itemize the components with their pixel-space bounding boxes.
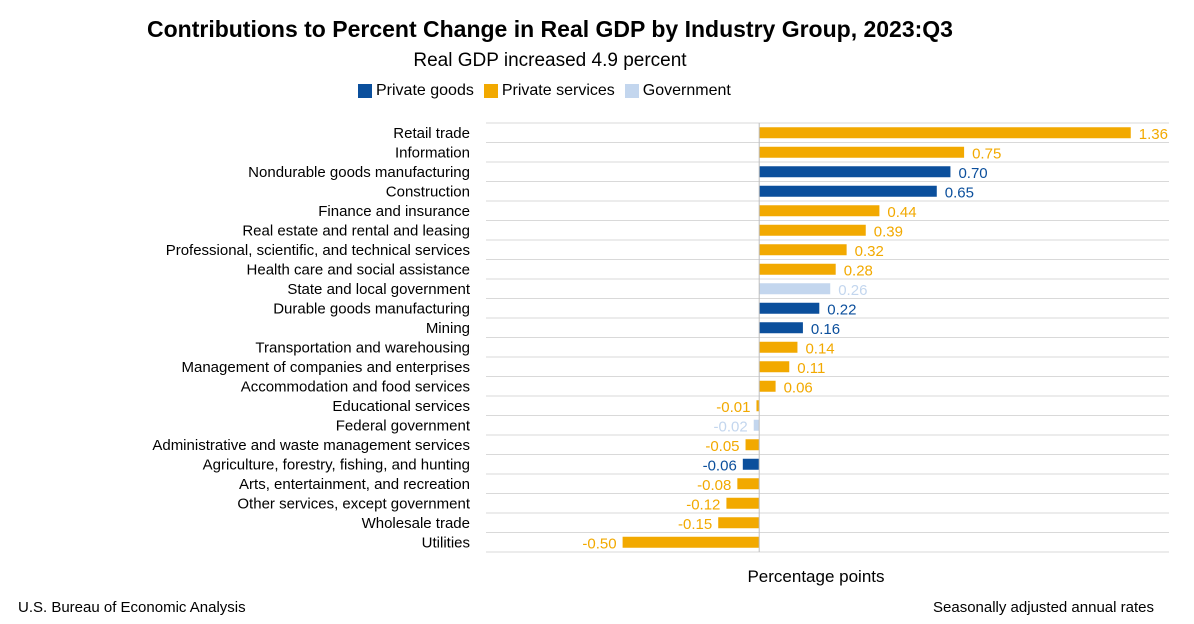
category-label: Construction [386,183,470,200]
category-label: Wholesale trade [362,515,470,532]
data-label: -0.50 [582,535,616,552]
category-label: Finance and insurance [318,203,470,220]
legend-label-private-goods: Private goods [376,82,474,99]
data-label: -0.08 [697,477,731,494]
bar [759,244,847,256]
category-label: Information [395,144,470,161]
category-label: Health care and social assistance [247,261,470,278]
bar [622,536,760,548]
category-label: Federal government [336,417,471,434]
data-label: 1.36 [1139,126,1168,143]
bar [759,166,951,178]
bar [753,419,760,431]
data-label: -0.01 [716,399,750,416]
bar [759,341,798,353]
data-label: 0.32 [855,243,884,260]
bar [759,205,880,217]
data-label: -0.06 [703,457,737,474]
legend-item-private-goods: Private goods [358,82,474,100]
category-label: Management of companies and enterprises [181,359,470,376]
x-axis-title: Percentage points [747,567,884,586]
bar [759,283,831,295]
chart-subtitle: Real GDP increased 4.9 percent [413,50,687,71]
bar [759,380,776,392]
data-label: -0.15 [678,516,712,533]
chart-title: Contributions to Percent Change in Real … [147,16,953,42]
data-label: -0.12 [686,496,720,513]
bar [726,497,760,509]
data-label: 0.22 [827,301,856,318]
legend-label-private-services: Private services [501,82,615,99]
category-label: Durable goods manufacturing [273,300,470,317]
category-label: Mining [426,320,470,337]
data-label: 0.14 [805,340,834,357]
category-label: Nondurable goods manufacturing [248,164,470,181]
data-label: 0.11 [797,360,825,377]
data-label: 0.70 [958,165,987,182]
category-label: Agriculture, forestry, fishing, and hunt… [203,456,470,473]
category-label: Real estate and rental and leasing [242,222,470,239]
data-label: 0.28 [844,262,873,279]
bar [759,263,836,275]
legend-item-private-services: Private services [483,82,615,100]
data-label: 0.44 [887,204,916,221]
bar [759,224,866,236]
legend-swatch-private-goods [358,84,372,98]
bar [756,400,760,412]
legend: Private goods Private services Governmen… [358,82,741,100]
category-label: Administrative and waste management serv… [152,437,470,454]
bar [759,185,937,197]
data-label: -0.05 [705,438,739,455]
bar [759,361,790,373]
bar [742,458,760,470]
legend-item-government: Government [624,82,731,100]
data-label: -0.02 [714,418,748,435]
data-label: 0.26 [838,282,867,299]
data-label: 0.65 [945,184,974,201]
legend-swatch-government [624,84,639,98]
category-label: Educational services [332,398,470,415]
bar [718,517,760,529]
bar [759,146,965,158]
bar [737,478,760,490]
data-label: 0.75 [972,145,1001,162]
category-label: Utilities [422,534,470,551]
data-label: 0.16 [811,321,840,338]
bar [759,322,803,334]
data-label: 0.39 [874,223,903,240]
category-label: Other services, except government [237,495,470,512]
category-label: Accommodation and food services [241,378,470,395]
bar [759,127,1131,139]
category-label: State and local government [287,281,470,298]
legend-swatch-private-services [483,84,498,98]
category-label: Retail trade [393,125,470,142]
bar [745,439,760,451]
bar [759,302,820,314]
source-note: U.S. Bureau of Economic Analysis [18,599,246,616]
category-label: Arts, entertainment, and recreation [239,476,470,493]
category-label: Professional, scientific, and technical … [166,242,470,259]
data-label: 0.06 [784,379,813,396]
legend-label-government: Government [642,82,731,99]
category-label: Transportation and warehousing [255,339,470,356]
rate-note: Seasonally adjusted annual rates [933,599,1154,616]
